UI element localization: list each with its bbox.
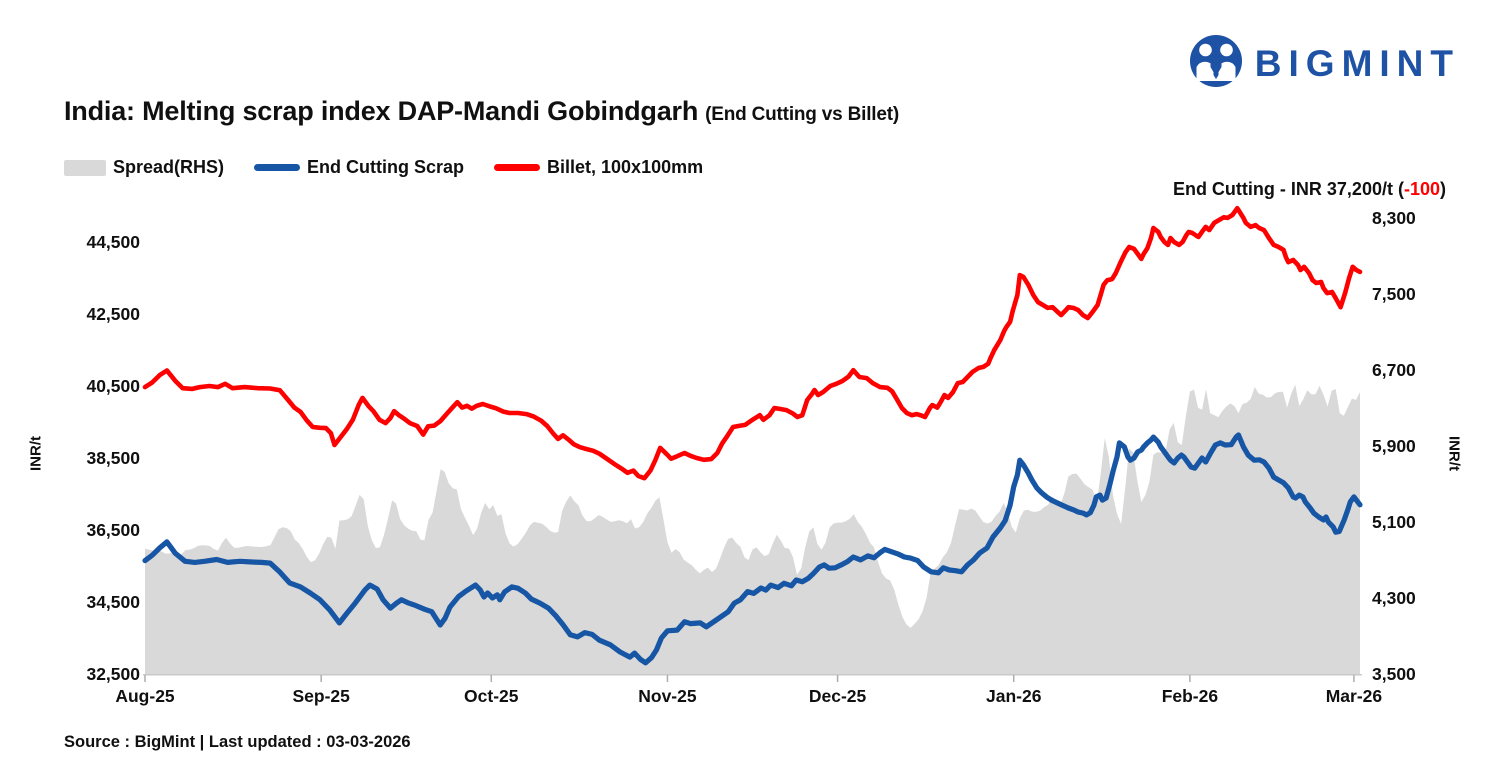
left-axis-tick: 34,500	[86, 592, 140, 612]
x-axis-tick: Aug-25	[115, 686, 175, 706]
left-axis-tick: 42,500	[86, 304, 140, 324]
page-title-suffix: (End Cutting vs Billet)	[705, 104, 899, 125]
x-axis-tick: Oct-25	[464, 686, 519, 706]
x-axis-tick: Jan-26	[985, 686, 1042, 706]
latest-price-paren-close: )	[1440, 179, 1446, 199]
legend-item-billet-100x100mm: Billet, 100x100mm	[494, 157, 703, 178]
x-axis-tick: Dec-25	[808, 686, 867, 706]
page-title-main: India: Melting scrap index DAP-Mandi Gob…	[64, 96, 699, 126]
bigmint-logo: BIGMINT	[1189, 34, 1460, 93]
right-axis-tick: 4,300	[1372, 588, 1416, 608]
left-axis-tick: 40,500	[86, 376, 140, 396]
left-axis-tick: 36,500	[86, 520, 140, 540]
left-axis-title: INR/t	[27, 436, 45, 471]
spread-area-series	[145, 384, 1360, 674]
billet-line-series	[142, 205, 1363, 481]
right-axis-tick: 6,700	[1372, 360, 1416, 380]
legend-label: End Cutting Scrap	[307, 157, 465, 177]
left-axis-tick: 44,500	[86, 232, 140, 252]
x-axis-tick: Mar-26	[1325, 686, 1383, 706]
bigmint-logo-icon	[1189, 34, 1243, 93]
source-note: Source : BigMint | Last updated : 03-03-…	[64, 733, 411, 751]
end-cutting-scrap-line-series	[142, 432, 1363, 666]
legend-item-end-cutting-scrap: End Cutting Scrap	[254, 157, 464, 178]
latest-price-text: End Cutting - INR 37,200/t	[1172, 179, 1398, 199]
x-axis-tick: Feb-26	[1161, 686, 1219, 706]
latest-price-annotation: End Cutting - INR 37,200/t (-100)	[1153, 158, 1446, 221]
right-axis-tick: 5,900	[1372, 436, 1416, 456]
legend-label: Billet, 100x100mm	[547, 157, 704, 177]
x-axis-tick: Sep-25	[292, 686, 350, 706]
right-axis-tick: 7,500	[1372, 284, 1416, 304]
legend-swatch-line	[254, 164, 301, 171]
latest-price-paren-open: (	[1397, 179, 1404, 199]
right-axis-tick: 3,500	[1372, 664, 1416, 684]
legend-item-spread-rhs: Spread(RHS)	[64, 157, 224, 178]
chart-legend: Spread(RHS) End Cutting Scrap Billet, 100x…	[64, 157, 703, 178]
left-axis-tick: 32,500	[86, 664, 140, 684]
legend-label: Spread(RHS)	[113, 157, 225, 177]
legend-swatch-area	[64, 159, 106, 176]
right-axis-tick: 5,100	[1372, 512, 1416, 532]
right-axis-tick: 8,300	[1372, 208, 1416, 228]
legend-swatch-line	[494, 164, 541, 171]
bigmint-logo-text: BIGMINT	[1254, 42, 1460, 84]
latest-price-change: -100	[1403, 179, 1440, 199]
page-title: India: Melting scrap index DAP-Mandi Gob…	[64, 96, 899, 127]
x-axis-tick: Nov-25	[638, 686, 697, 706]
left-axis-tick: 38,500	[86, 448, 140, 468]
